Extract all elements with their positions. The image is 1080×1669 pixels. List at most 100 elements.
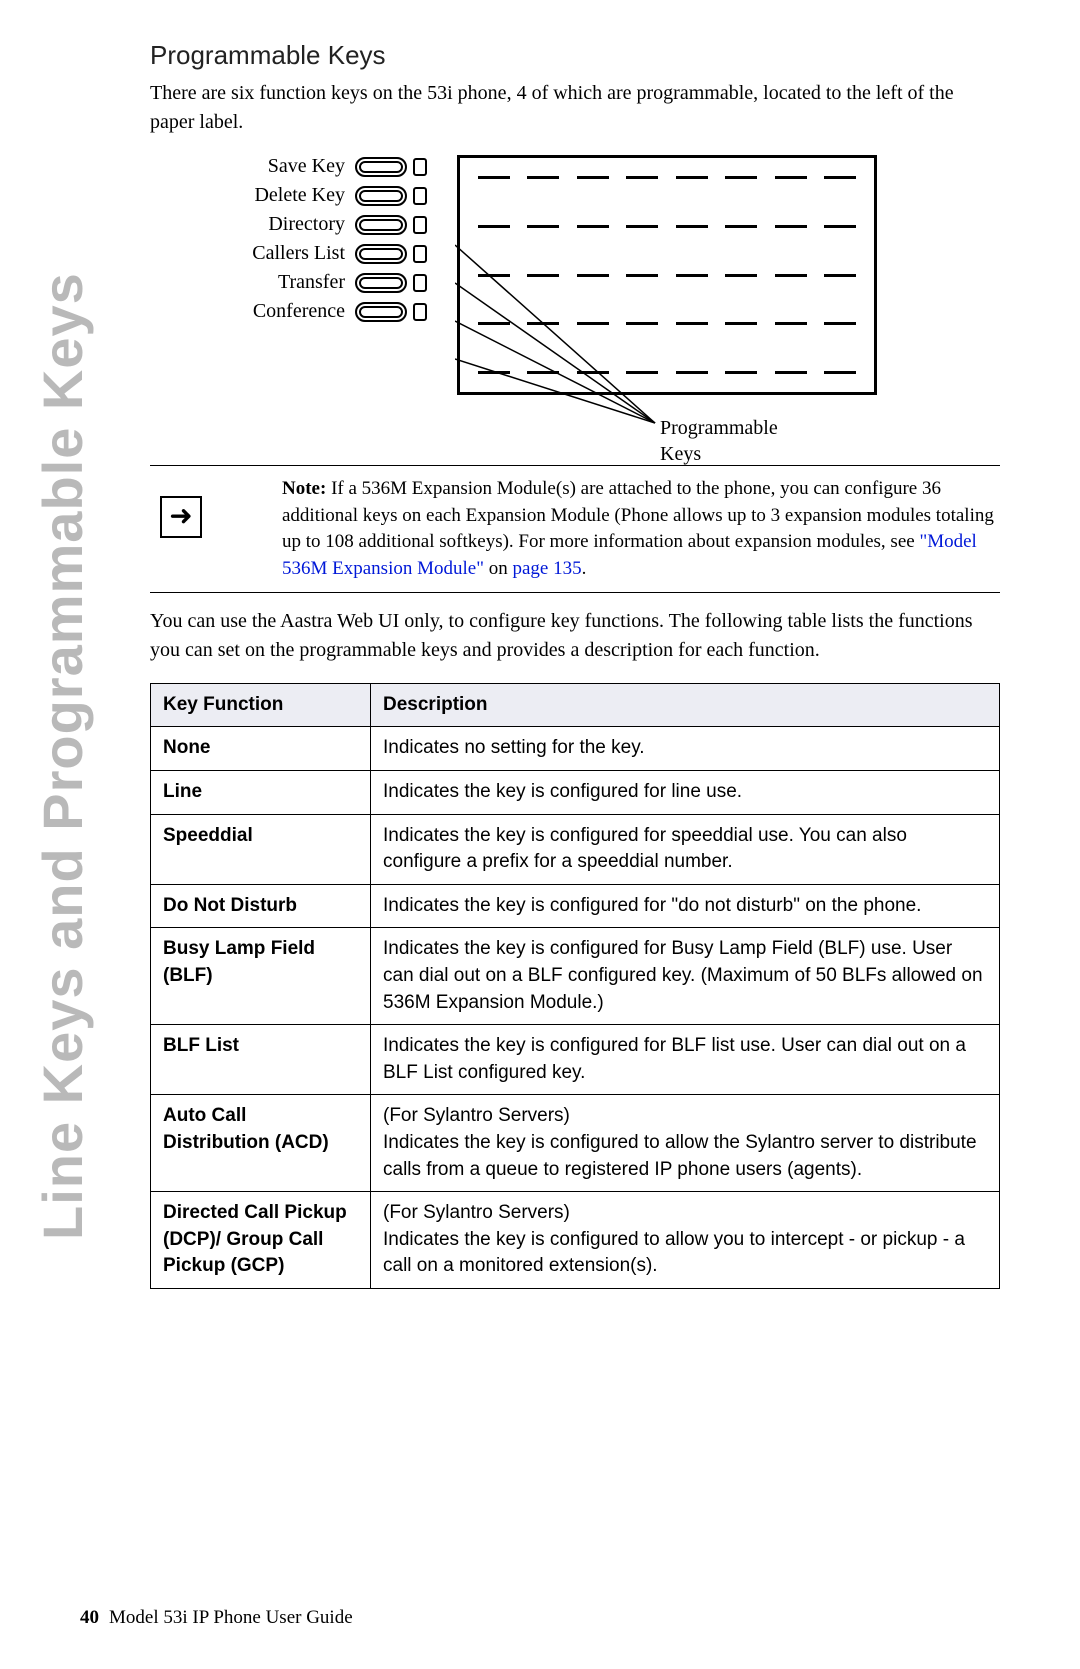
led-icon: [413, 274, 427, 292]
dash: [626, 322, 658, 325]
dash-row: [478, 371, 856, 374]
keys-diagram: Save Key Delete Key Directory Callers List T…: [210, 155, 1000, 395]
dash: [824, 176, 856, 179]
content-area: Programmable Keys There are six function…: [150, 40, 1000, 1289]
dash: [676, 176, 708, 179]
key-button-icon: [355, 215, 407, 235]
dash: [626, 371, 658, 374]
footer-title: Model 53i IP Phone User Guide: [109, 1607, 353, 1628]
dash: [824, 371, 856, 374]
th-key-function: Key Function: [151, 684, 371, 727]
led-icon: [413, 158, 427, 176]
dash: [577, 274, 609, 277]
dash: [527, 371, 559, 374]
side-title: Line Keys and Programmable Keys: [30, 272, 95, 1240]
cell-key-function: Do Not Disturb: [151, 884, 371, 928]
dash-row: [478, 274, 856, 277]
key-button-icon: [355, 273, 407, 293]
key-label: Delete Key: [210, 184, 355, 207]
key-row: Save Key: [210, 155, 427, 178]
dash: [775, 274, 807, 277]
led-icon: [413, 303, 427, 321]
footer: 40 Model 53i IP Phone User Guide: [80, 1607, 353, 1629]
cell-description: Indicates the key is configured for Busy…: [371, 928, 1000, 1025]
cell-description: (For Sylantro Servers) Indicates the key…: [371, 1192, 1000, 1289]
dash: [577, 371, 609, 374]
dash: [725, 371, 757, 374]
dash: [626, 225, 658, 228]
dash: [676, 322, 708, 325]
key-button-icon: [355, 157, 407, 177]
dash: [478, 322, 510, 325]
key-row: Callers List: [210, 242, 427, 265]
section-heading: Programmable Keys: [150, 40, 1000, 71]
dash: [725, 225, 757, 228]
dash: [676, 225, 708, 228]
dash: [577, 225, 609, 228]
key-row: Delete Key: [210, 184, 427, 207]
note-bold: Note:: [282, 478, 326, 499]
table-row: Busy Lamp Field (BLF)Indicates the key i…: [151, 928, 1000, 1025]
note-part1: If a 536M Expansion Module(s) are attach…: [282, 478, 994, 552]
cell-key-function: Auto Call Distribution (ACD): [151, 1095, 371, 1192]
dash: [527, 322, 559, 325]
dash: [824, 322, 856, 325]
cell-key-function: None: [151, 727, 371, 771]
note-link-page[interactable]: page 135: [512, 558, 581, 579]
dash: [626, 274, 658, 277]
table-row: BLF ListIndicates the key is configured …: [151, 1025, 1000, 1095]
arrow-right-icon: ➜: [169, 503, 192, 531]
cell-description: Indicates the key is configured for line…: [371, 770, 1000, 814]
dash: [478, 274, 510, 277]
callout-line1: Programmable: [660, 417, 778, 439]
key-label: Directory: [210, 213, 355, 236]
dash: [725, 274, 757, 277]
key-label: Conference: [210, 300, 355, 323]
dash: [676, 371, 708, 374]
intro-paragraph: There are six function keys on the 53i p…: [150, 79, 1000, 137]
dash: [527, 225, 559, 228]
note-part2: on: [484, 558, 513, 579]
table-row: NoneIndicates no setting for the key.: [151, 727, 1000, 771]
table-row: LineIndicates the key is configured for …: [151, 770, 1000, 814]
note-text: Note: If a 536M Expansion Module(s) are …: [222, 476, 1000, 582]
dash: [527, 176, 559, 179]
dash: [577, 176, 609, 179]
cell-description: Indicates the key is configured for BLF …: [371, 1025, 1000, 1095]
dash: [775, 371, 807, 374]
cell-key-function: Directed Call Pickup (DCP)/ Group Call P…: [151, 1192, 371, 1289]
dash: [478, 225, 510, 228]
key-label: Callers List: [210, 242, 355, 265]
dash: [824, 225, 856, 228]
dash: [824, 274, 856, 277]
dash: [626, 176, 658, 179]
key-row: Directory: [210, 213, 427, 236]
page-number: 40: [80, 1607, 99, 1628]
callout-line2: Keys: [660, 443, 701, 465]
note-icon: ➜: [160, 496, 202, 538]
note-part3: .: [582, 558, 587, 579]
cell-description: Indicates the key is configured for spee…: [371, 814, 1000, 884]
page: Line Keys and Programmable Keys Programm…: [0, 0, 1080, 1669]
key-row: Transfer: [210, 271, 427, 294]
cell-key-function: Line: [151, 770, 371, 814]
mid-paragraph: You can use the Aastra Web UI only, to c…: [150, 607, 1000, 665]
paper-label-box: [457, 155, 877, 395]
table-row: Auto Call Distribution (ACD)(For Sylantr…: [151, 1095, 1000, 1192]
dash: [775, 225, 807, 228]
cell-key-function: BLF List: [151, 1025, 371, 1095]
dash: [775, 322, 807, 325]
dash: [775, 176, 807, 179]
dash: [478, 176, 510, 179]
cell-description: Indicates no setting for the key.: [371, 727, 1000, 771]
dash-row: [478, 176, 856, 179]
table-header-row: Key Function Description: [151, 684, 1000, 727]
dash: [527, 274, 559, 277]
key-row: Conference: [210, 300, 427, 323]
th-description: Description: [371, 684, 1000, 727]
key-label: Transfer: [210, 271, 355, 294]
key-button-icon: [355, 302, 407, 322]
cell-description: (For Sylantro Servers) Indicates the key…: [371, 1095, 1000, 1192]
table-row: Do Not DisturbIndicates the key is confi…: [151, 884, 1000, 928]
dash: [478, 371, 510, 374]
